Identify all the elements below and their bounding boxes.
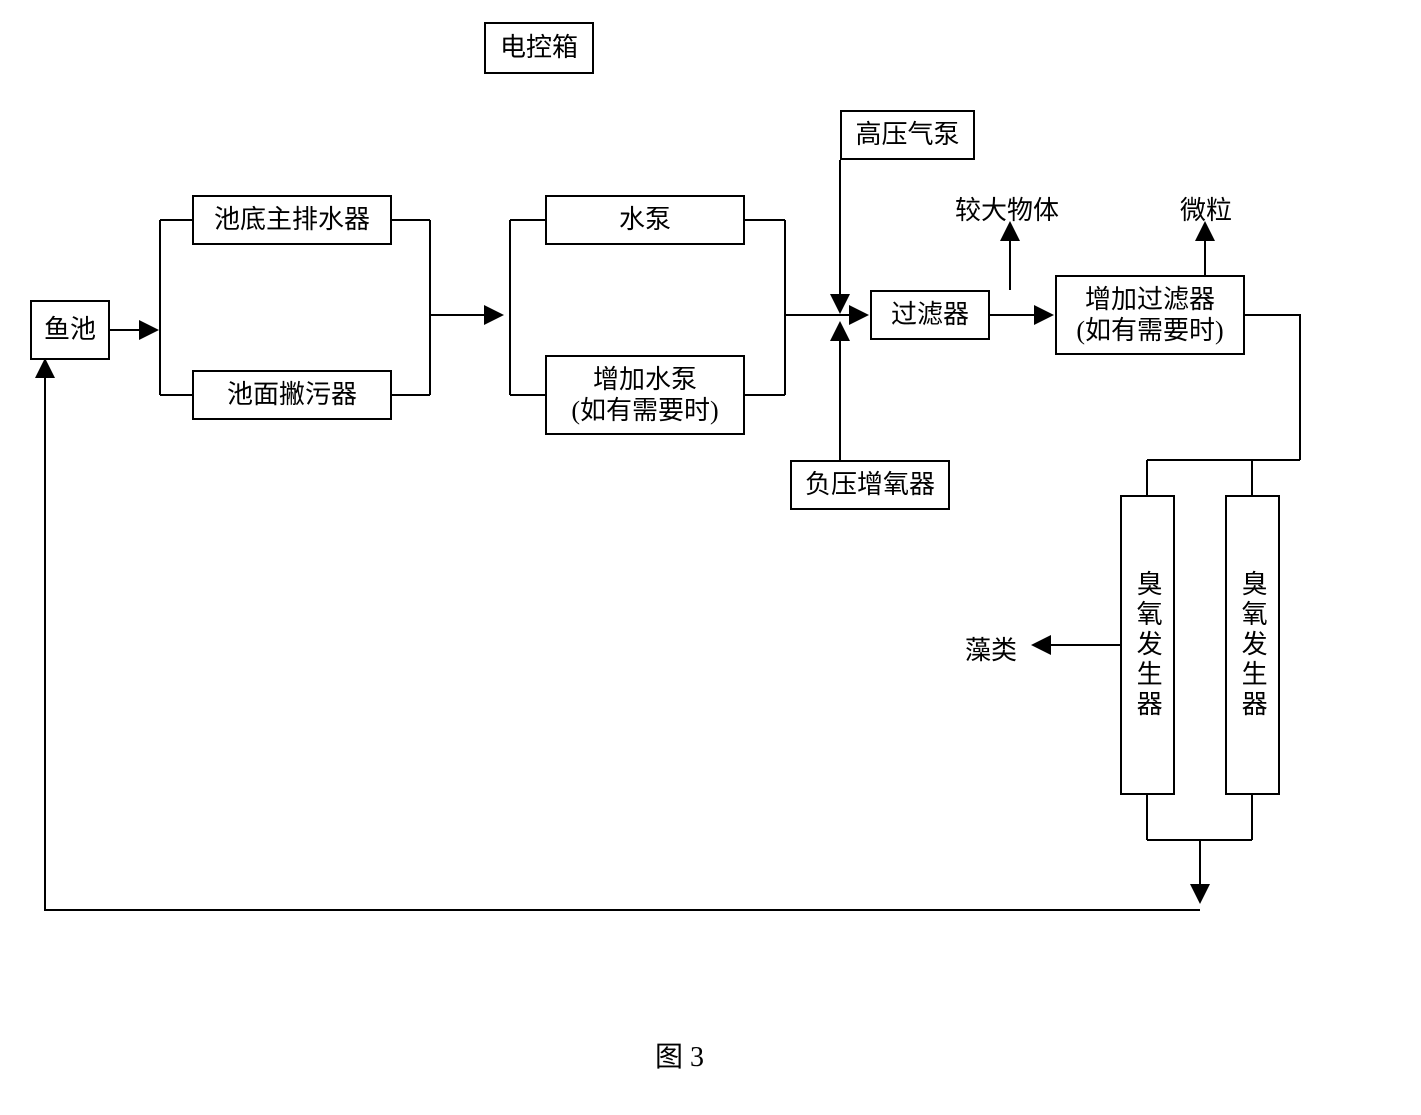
node-filter: 过滤器: [870, 290, 990, 340]
label-large-objects-text: 较大物体: [955, 196, 1059, 225]
node-np-oxygenator: 负压增氧器: [790, 460, 950, 510]
label-large-objects: 较大物体: [955, 190, 1059, 227]
node-hp-air-pump-label: 高压气泵: [855, 119, 959, 150]
figure-caption: 图 3: [655, 1035, 704, 1075]
node-surface-skimmer-label: 池面撇污器: [227, 379, 357, 410]
node-surface-skimmer: 池面撇污器: [192, 370, 392, 420]
label-microparticles: 微粒: [1180, 190, 1232, 227]
node-pump: 水泵: [545, 195, 745, 245]
node-np-oxygenator-label: 负压增氧器: [805, 469, 935, 500]
node-fish-pond-label: 鱼池: [44, 314, 96, 345]
node-bottom-drain-label: 池底主排水器: [214, 204, 370, 235]
label-microparticles-text: 微粒: [1180, 196, 1232, 225]
node-bottom-drain: 池底主排水器: [192, 195, 392, 245]
node-ozone-generator-1-label: 臭氧发生器: [1132, 570, 1163, 720]
label-algae: 藻类: [965, 630, 1017, 667]
node-filter-label: 过滤器: [891, 299, 969, 330]
node-pump-additional-label: 增加水泵 (如有需要时): [571, 364, 718, 426]
node-pump-label: 水泵: [619, 204, 671, 235]
connectors: [0, 0, 1421, 1115]
node-fish-pond: 鱼池: [30, 300, 110, 360]
node-ozone-generator-1: 臭氧发生器: [1120, 495, 1175, 795]
node-ozone-generator-2: 臭氧发生器: [1225, 495, 1280, 795]
figure-caption-text: 图 3: [655, 1042, 704, 1073]
label-algae-text: 藻类: [965, 636, 1017, 665]
node-filter-additional-label: 增加过滤器 (如有需要时): [1076, 284, 1223, 346]
node-ozone-generator-2-label: 臭氧发生器: [1237, 570, 1268, 720]
node-filter-additional: 增加过滤器 (如有需要时): [1055, 275, 1245, 355]
node-hp-air-pump: 高压气泵: [840, 110, 975, 160]
node-control-box-label: 电控箱: [500, 32, 578, 63]
node-pump-additional: 增加水泵 (如有需要时): [545, 355, 745, 435]
node-control-box: 电控箱: [484, 22, 594, 74]
